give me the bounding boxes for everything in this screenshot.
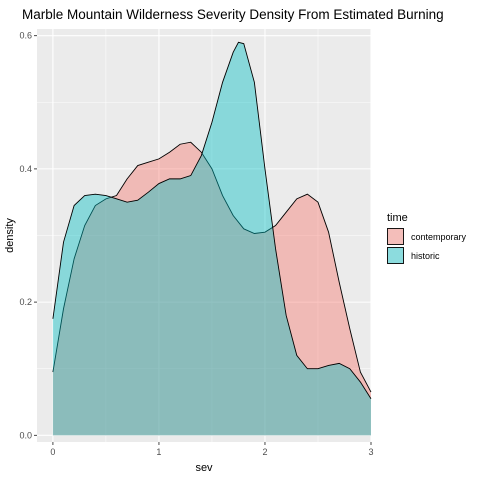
legend-title: time [387, 212, 408, 224]
density-line-historic [52, 41, 372, 399]
x-axis-title: sev [195, 462, 213, 474]
x-tick-label: 0 [50, 447, 55, 457]
y-tick-label: 0.6 [19, 31, 32, 41]
legend-key-bg [387, 228, 404, 245]
x-tick-label: 1 [156, 447, 161, 457]
legend-swatch-contemporary [387, 228, 404, 245]
density-line-contemporary [52, 141, 372, 393]
legend-swatch-historic [387, 247, 404, 264]
minor-gridlines [37, 29, 371, 442]
y-tick-label: 0.0 [19, 430, 32, 440]
y-tick-label: 0.4 [19, 164, 32, 174]
y-axis-title: density [4, 218, 16, 253]
legend-label-contemporary: contemporary [411, 232, 467, 242]
y-tick-label: 0.2 [19, 297, 32, 307]
x-tick-labels: 0 1 2 3 [50, 447, 373, 457]
density-area-contemporary [52, 142, 372, 436]
legend-key-bg [387, 247, 404, 264]
x-tick-label: 2 [262, 447, 267, 457]
y-tick-labels: 0.0 0.2 0.4 0.6 [19, 31, 32, 441]
legend-label-historic: historic [411, 251, 440, 261]
legend: time contemporary historic [387, 212, 467, 264]
x-tick-label: 3 [368, 447, 373, 457]
density-areas [52, 41, 372, 436]
major-gridlines [37, 29, 372, 442]
axis-ticks [34, 35, 372, 445]
chart-title: Marble Mountain Wilderness Severity Dens… [22, 7, 444, 22]
